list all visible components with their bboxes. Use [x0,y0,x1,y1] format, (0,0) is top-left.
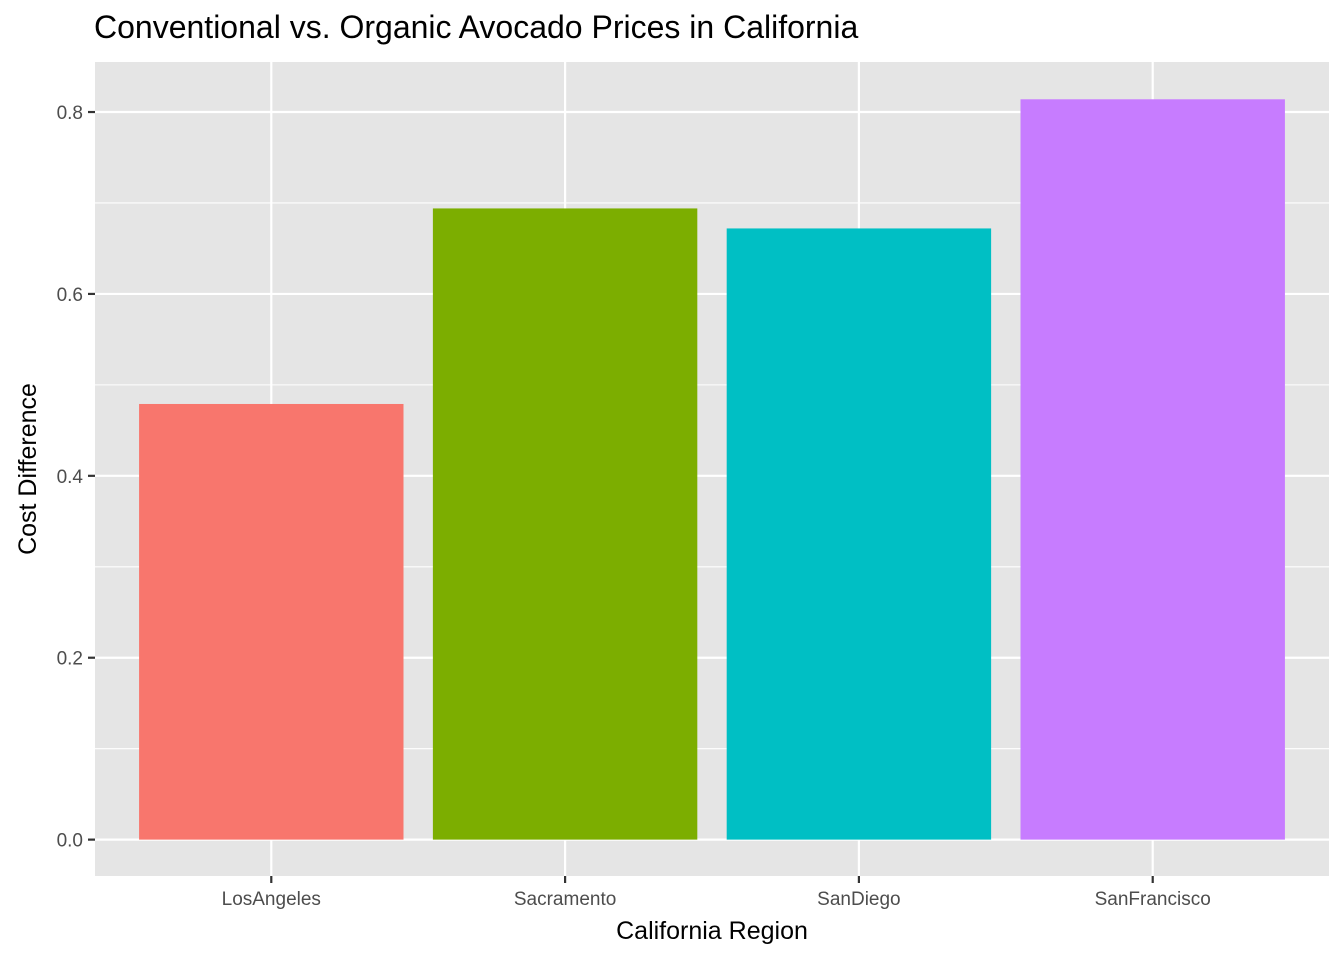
bar-sandiego [726,228,992,840]
y-tick-label: 0.4 [57,467,84,488]
x-tick-label: Sacramento [514,889,616,910]
bars [139,99,1285,840]
axes: 0.0 0.2 0.4 0.6 0.8 LosAngeles Sacramento SanDi… [57,103,1211,910]
x-axis-title: California Region [616,917,808,945]
bar-sanfrancisco [1020,99,1285,840]
x-tick-label: SanFrancisco [1095,889,1211,910]
y-tick-label: 0.8 [57,103,83,124]
y-tick-label: 0.6 [57,285,83,306]
y-tick-label: 0.2 [57,649,83,670]
chart-title: Conventional vs. Organic Avocado Prices … [94,9,859,45]
y-axis-title: Cost Difference [14,383,42,555]
x-tick-label: SanDiego [817,889,900,910]
bar-losangeles [139,403,404,840]
bar-sacramento [432,208,698,840]
y-tick-label: 0.0 [57,831,83,852]
x-tick-label: LosAngeles [222,889,321,910]
